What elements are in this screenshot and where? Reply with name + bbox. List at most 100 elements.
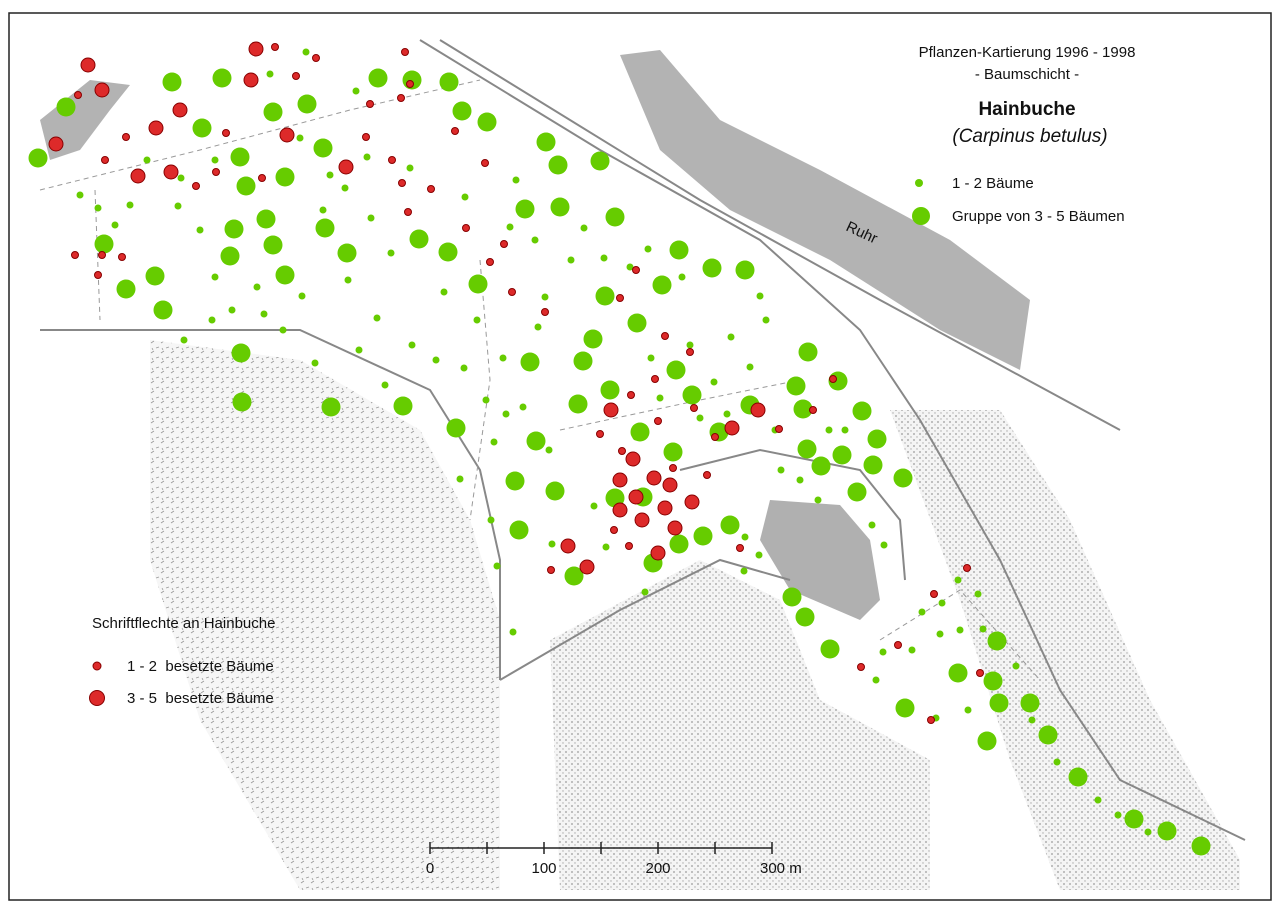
tree-symbol <box>534 323 542 331</box>
lichen-symbol <box>98 251 106 259</box>
lichen-symbol <box>736 544 744 552</box>
tree-symbol <box>196 226 204 234</box>
lichen-symbol <box>397 94 405 102</box>
tree-symbol <box>814 496 822 504</box>
tree-symbol <box>666 360 686 380</box>
lichen-symbol <box>809 406 817 414</box>
tree-symbol <box>536 132 556 152</box>
tree-symbol <box>439 72 459 92</box>
tree-symbol <box>600 380 620 400</box>
lichen-symbol <box>192 182 200 190</box>
tree-symbol <box>321 397 341 417</box>
terrain <box>39 39 1246 890</box>
tree-symbol <box>793 399 813 419</box>
tree-symbol <box>682 385 702 405</box>
legend-symbol <box>92 661 102 671</box>
tree-symbol <box>1144 828 1152 836</box>
tree-symbol <box>811 456 831 476</box>
tree-symbol <box>600 254 608 262</box>
tree-symbol <box>406 164 414 172</box>
lichen-symbol <box>248 41 264 57</box>
tree-symbol <box>456 475 464 483</box>
tree-symbol <box>253 283 261 291</box>
lichen-symbol <box>71 251 79 259</box>
tree-symbol <box>296 134 304 142</box>
tree-symbol <box>208 316 216 324</box>
tree-symbol <box>352 87 360 95</box>
lichen-symbol <box>724 420 740 436</box>
lichen-symbol <box>596 430 604 438</box>
tree-symbol <box>319 206 327 214</box>
tree-symbol <box>755 551 763 559</box>
lichen-symbol <box>654 417 662 425</box>
tree-symbol <box>580 224 588 232</box>
tree-symbol <box>908 646 916 654</box>
tree-symbol <box>893 468 913 488</box>
tree-symbol <box>506 223 514 231</box>
lichen-symbol <box>686 348 694 356</box>
tree-symbol <box>918 608 926 616</box>
legend-label: 3 - 5 besetzte Bäume <box>127 690 274 707</box>
lichen-symbol <box>547 566 555 574</box>
lichen-symbol <box>404 208 412 216</box>
tree-symbol <box>520 352 540 372</box>
lichen-symbol <box>279 127 295 143</box>
lichen-symbol <box>163 164 179 180</box>
lichen-symbol <box>401 48 409 56</box>
tree-symbol <box>641 588 649 596</box>
tree-symbol <box>1124 809 1144 829</box>
legend-symbol <box>915 179 923 187</box>
lichen-symbol <box>212 168 220 176</box>
tree-symbol <box>880 541 888 549</box>
tree-symbol <box>595 286 615 306</box>
tree-symbol <box>432 356 440 364</box>
lichen-symbol <box>657 500 673 516</box>
lichen-symbol <box>927 716 935 724</box>
tree-symbol <box>632 433 640 441</box>
lichen-symbol <box>646 470 662 486</box>
tree-symbol <box>143 156 151 164</box>
tree-symbol <box>473 316 481 324</box>
tree-symbol <box>228 306 236 314</box>
lichen-symbol <box>610 526 618 534</box>
tree-symbol <box>220 246 240 266</box>
tree-symbol <box>531 236 539 244</box>
tree-symbol <box>656 394 664 402</box>
map-subtitle: - Baumschicht - <box>975 66 1079 83</box>
lichen-symbol <box>80 57 96 73</box>
tree-symbol <box>647 354 655 362</box>
tree-symbol <box>686 341 694 349</box>
tree-symbol <box>28 148 48 168</box>
tree-symbol <box>94 234 114 254</box>
tree-symbol <box>298 292 306 300</box>
tree-symbol <box>567 256 575 264</box>
tree-symbol <box>627 313 647 333</box>
legend-label: Gruppe von 3 - 5 Bäumen <box>952 208 1125 225</box>
lichen-symbol <box>690 404 698 412</box>
tree-symbol <box>344 276 352 284</box>
tree-symbol <box>735 260 755 280</box>
tree-symbol <box>266 70 274 78</box>
tree-symbol <box>545 481 565 501</box>
tree-symbol <box>230 147 250 167</box>
tree-symbol <box>564 566 584 586</box>
lichen-symbol <box>634 512 650 528</box>
tree-symbol <box>126 201 134 209</box>
lichen-symbol <box>398 179 406 187</box>
tree-symbol <box>841 426 849 434</box>
tree-symbol <box>678 273 686 281</box>
tree-symbol <box>460 364 468 372</box>
tree-symbol <box>541 293 549 301</box>
tree-symbol <box>895 698 915 718</box>
tree-symbol <box>568 394 588 414</box>
lichen-symbol <box>427 185 435 193</box>
tree-symbol <box>116 279 136 299</box>
tree-symbol <box>756 292 764 300</box>
lichen-symbol <box>338 159 354 175</box>
tree-symbol <box>468 274 488 294</box>
lichen-symbol <box>857 663 865 671</box>
lichen-symbol <box>829 375 837 383</box>
tree-symbol <box>740 567 748 575</box>
lichen-symbol <box>101 156 109 164</box>
lichen-symbol <box>481 159 489 167</box>
